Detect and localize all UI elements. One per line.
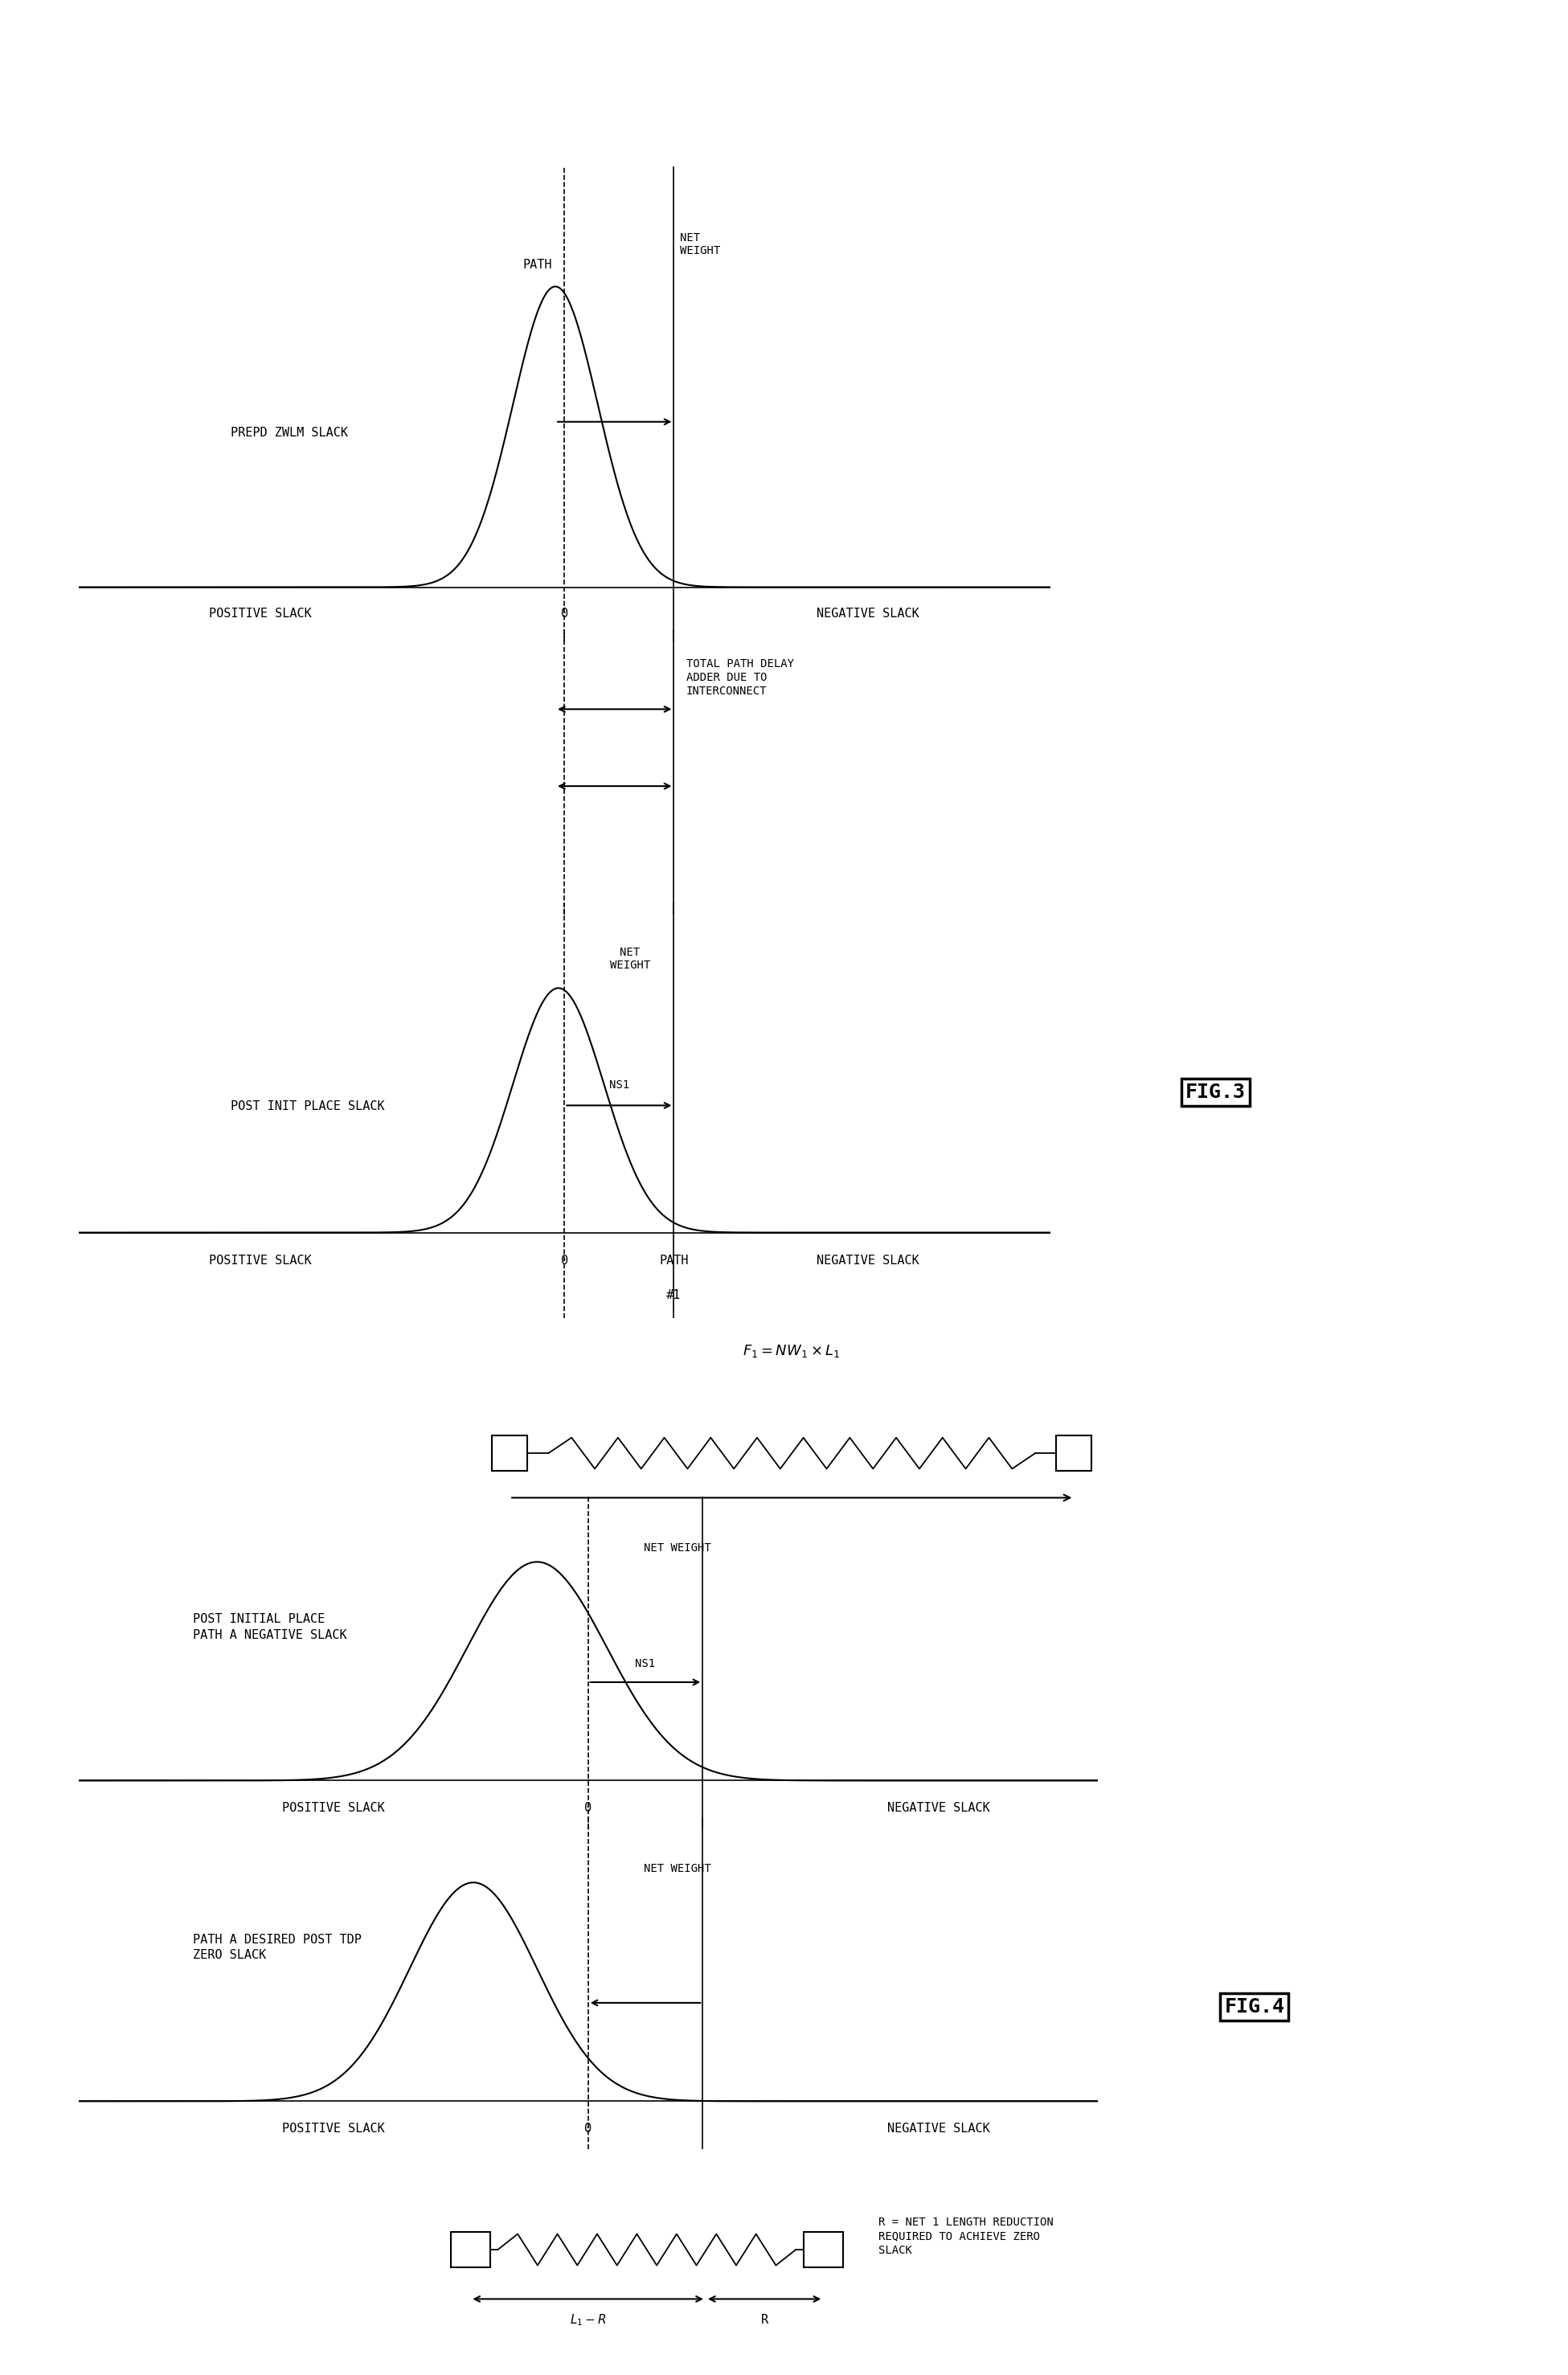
Text: PREPD ZWLM SLACK: PREPD ZWLM SLACK [230, 428, 348, 439]
Text: PATH: PATH [659, 1254, 688, 1266]
Text: NEGATIVE SLACK: NEGATIVE SLACK [887, 2123, 989, 2135]
Text: POSITIVE SLACK: POSITIVE SLACK [282, 2123, 384, 2135]
Text: NEGATIVE SLACK: NEGATIVE SLACK [817, 1254, 919, 1266]
Text: $L_1 - R$: $L_1 - R$ [569, 2313, 607, 2328]
Text: POSITIVE SLACK: POSITIVE SLACK [282, 1803, 384, 1814]
Text: POSITIVE SLACK: POSITIVE SLACK [210, 608, 312, 620]
Text: NET
WEIGHT: NET WEIGHT [610, 948, 651, 971]
Text: FIG.4: FIG.4 [1225, 1997, 1284, 2016]
Text: POST INITIAL PLACE
PATH A NEGATIVE SLACK: POST INITIAL PLACE PATH A NEGATIVE SLACK [193, 1613, 347, 1641]
Text: NS1: NS1 [635, 1658, 655, 1670]
Text: NET WEIGHT: NET WEIGHT [643, 1541, 710, 1553]
Bar [804, 2232, 844, 2268]
Text: NET WEIGHT: NET WEIGHT [643, 1862, 710, 1874]
Text: PATH: PATH [524, 259, 552, 271]
Text: R: R [760, 2313, 768, 2325]
Text: 0: 0 [585, 1803, 591, 1814]
Text: NEGATIVE SLACK: NEGATIVE SLACK [817, 608, 919, 620]
Text: POSITIVE SLACK: POSITIVE SLACK [210, 1254, 312, 1266]
Text: 0: 0 [585, 2123, 591, 2135]
Text: NEGATIVE SLACK: NEGATIVE SLACK [887, 1803, 989, 1814]
Bar [492, 1434, 527, 1470]
Text: POST INIT PLACE SLACK: POST INIT PLACE SLACK [230, 1100, 384, 1114]
Text: #1: #1 [666, 1290, 681, 1302]
Text: $F_1 = NW_1 \times L_1$: $F_1 = NW_1 \times L_1$ [743, 1344, 840, 1358]
Text: NET
WEIGHT: NET WEIGHT [681, 233, 720, 257]
Text: TOTAL PATH DELAY
ADDER DUE TO
INTERCONNECT: TOTAL PATH DELAY ADDER DUE TO INTERCONNE… [687, 658, 793, 696]
Bar [452, 2232, 491, 2268]
Text: R = NET 1 LENGTH REDUCTION
REQUIRED TO ACHIEVE ZERO
SLACK: R = NET 1 LENGTH REDUCTION REQUIRED TO A… [878, 2216, 1054, 2256]
Text: PATH A DESIRED POST TDP
ZERO SLACK: PATH A DESIRED POST TDP ZERO SLACK [193, 1933, 362, 1962]
Text: 0: 0 [561, 608, 568, 620]
Text: 0: 0 [561, 1254, 568, 1266]
Text: FIG.3: FIG.3 [1185, 1083, 1245, 1102]
Text: NS1: NS1 [608, 1081, 629, 1090]
Bar [1057, 1434, 1091, 1470]
